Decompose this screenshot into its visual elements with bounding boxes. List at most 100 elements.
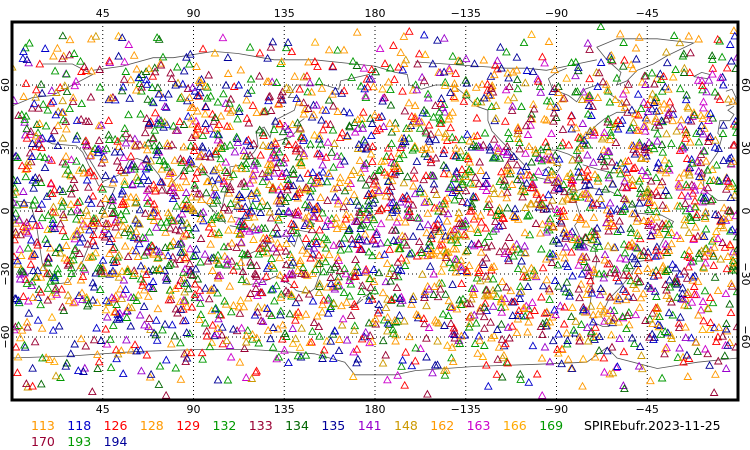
observation-marker <box>175 183 185 192</box>
observation-marker <box>93 218 103 227</box>
observation-marker <box>507 153 516 162</box>
observation-marker <box>308 269 317 278</box>
observation-marker <box>439 245 449 254</box>
observation-marker <box>61 151 71 160</box>
observation-marker <box>15 333 25 342</box>
observation-marker <box>366 189 376 198</box>
observation-marker <box>151 315 161 324</box>
observation-marker <box>522 66 532 74</box>
observation-marker <box>267 285 276 294</box>
observation-marker <box>276 189 286 198</box>
observation-marker <box>668 104 677 113</box>
observation-marker <box>364 247 374 256</box>
observation-marker <box>532 187 542 196</box>
observation-marker <box>296 269 306 278</box>
observation-marker <box>158 325 167 334</box>
observation-marker <box>149 141 159 150</box>
observation-marker <box>525 170 535 179</box>
observation-marker <box>31 220 41 229</box>
observation-marker <box>493 146 503 155</box>
observation-marker <box>108 196 118 205</box>
observation-marker <box>355 156 365 164</box>
observation-marker <box>693 156 702 165</box>
observation-marker <box>503 253 513 262</box>
observation-marker <box>486 317 495 326</box>
observation-marker <box>632 216 642 225</box>
observation-marker <box>173 125 183 134</box>
observation-marker <box>479 341 489 349</box>
observation-marker <box>362 215 371 223</box>
observation-marker <box>399 59 409 67</box>
observation-marker <box>642 151 651 160</box>
observation-marker <box>352 358 361 367</box>
observation-marker <box>454 335 464 344</box>
observation-marker <box>437 93 446 102</box>
observation-marker <box>268 243 278 252</box>
observation-marker <box>652 73 662 82</box>
observation-marker <box>587 227 597 236</box>
observation-marker <box>657 373 667 382</box>
observation-marker <box>533 74 543 83</box>
observation-marker <box>14 298 24 307</box>
observation-marker <box>214 259 224 268</box>
observation-marker <box>34 103 43 112</box>
observation-marker <box>386 85 395 94</box>
observation-marker <box>690 202 700 211</box>
observation-marker <box>36 379 46 388</box>
observation-marker <box>46 243 55 252</box>
observation-marker <box>510 211 520 220</box>
observation-marker <box>595 332 604 341</box>
observation-marker <box>661 186 671 194</box>
observation-marker <box>537 390 547 399</box>
observation-marker <box>288 338 298 347</box>
observation-marker <box>229 169 238 178</box>
observation-marker <box>225 341 235 349</box>
observation-marker <box>386 182 396 191</box>
observation-marker <box>564 288 574 296</box>
observation-marker <box>171 363 181 372</box>
observation-marker <box>447 263 457 272</box>
observation-marker <box>187 133 197 142</box>
observation-marker <box>151 330 161 339</box>
observation-marker <box>687 158 697 167</box>
observation-marker <box>42 239 52 247</box>
observation-marker <box>139 301 149 310</box>
observation-marker <box>648 319 657 328</box>
observation-marker <box>257 288 267 296</box>
observation-marker <box>551 113 561 121</box>
observation-marker <box>269 168 279 177</box>
observation-marker <box>182 200 191 209</box>
observation-marker <box>50 273 59 282</box>
observation-marker <box>634 126 644 135</box>
observation-marker <box>509 152 519 161</box>
observation-marker <box>640 145 649 153</box>
observation-marker <box>339 233 349 242</box>
observation-marker <box>657 219 667 228</box>
observation-marker <box>660 155 670 164</box>
observation-marker <box>196 298 205 307</box>
observation-marker <box>698 85 707 94</box>
observation-marker <box>206 91 216 100</box>
observation-marker <box>450 93 460 102</box>
observation-marker <box>328 282 338 291</box>
observation-marker <box>596 301 605 310</box>
observation-marker <box>278 320 288 329</box>
observation-marker <box>516 374 526 383</box>
observation-marker <box>383 294 392 303</box>
observation-marker <box>545 286 555 295</box>
observation-marker <box>288 257 298 266</box>
observation-marker <box>73 198 82 207</box>
observation-marker <box>576 279 586 288</box>
observation-marker <box>28 363 37 372</box>
observation-marker <box>605 97 615 106</box>
observation-marker <box>456 262 466 271</box>
observation-marker <box>114 314 124 323</box>
observation-marker <box>297 133 306 142</box>
observation-marker <box>530 270 540 279</box>
observation-marker <box>216 154 226 163</box>
right-tick-label: −60 <box>739 325 750 348</box>
observation-marker <box>149 98 158 107</box>
observation-marker <box>200 125 210 134</box>
observation-marker <box>190 289 200 298</box>
observation-marker <box>530 145 540 154</box>
